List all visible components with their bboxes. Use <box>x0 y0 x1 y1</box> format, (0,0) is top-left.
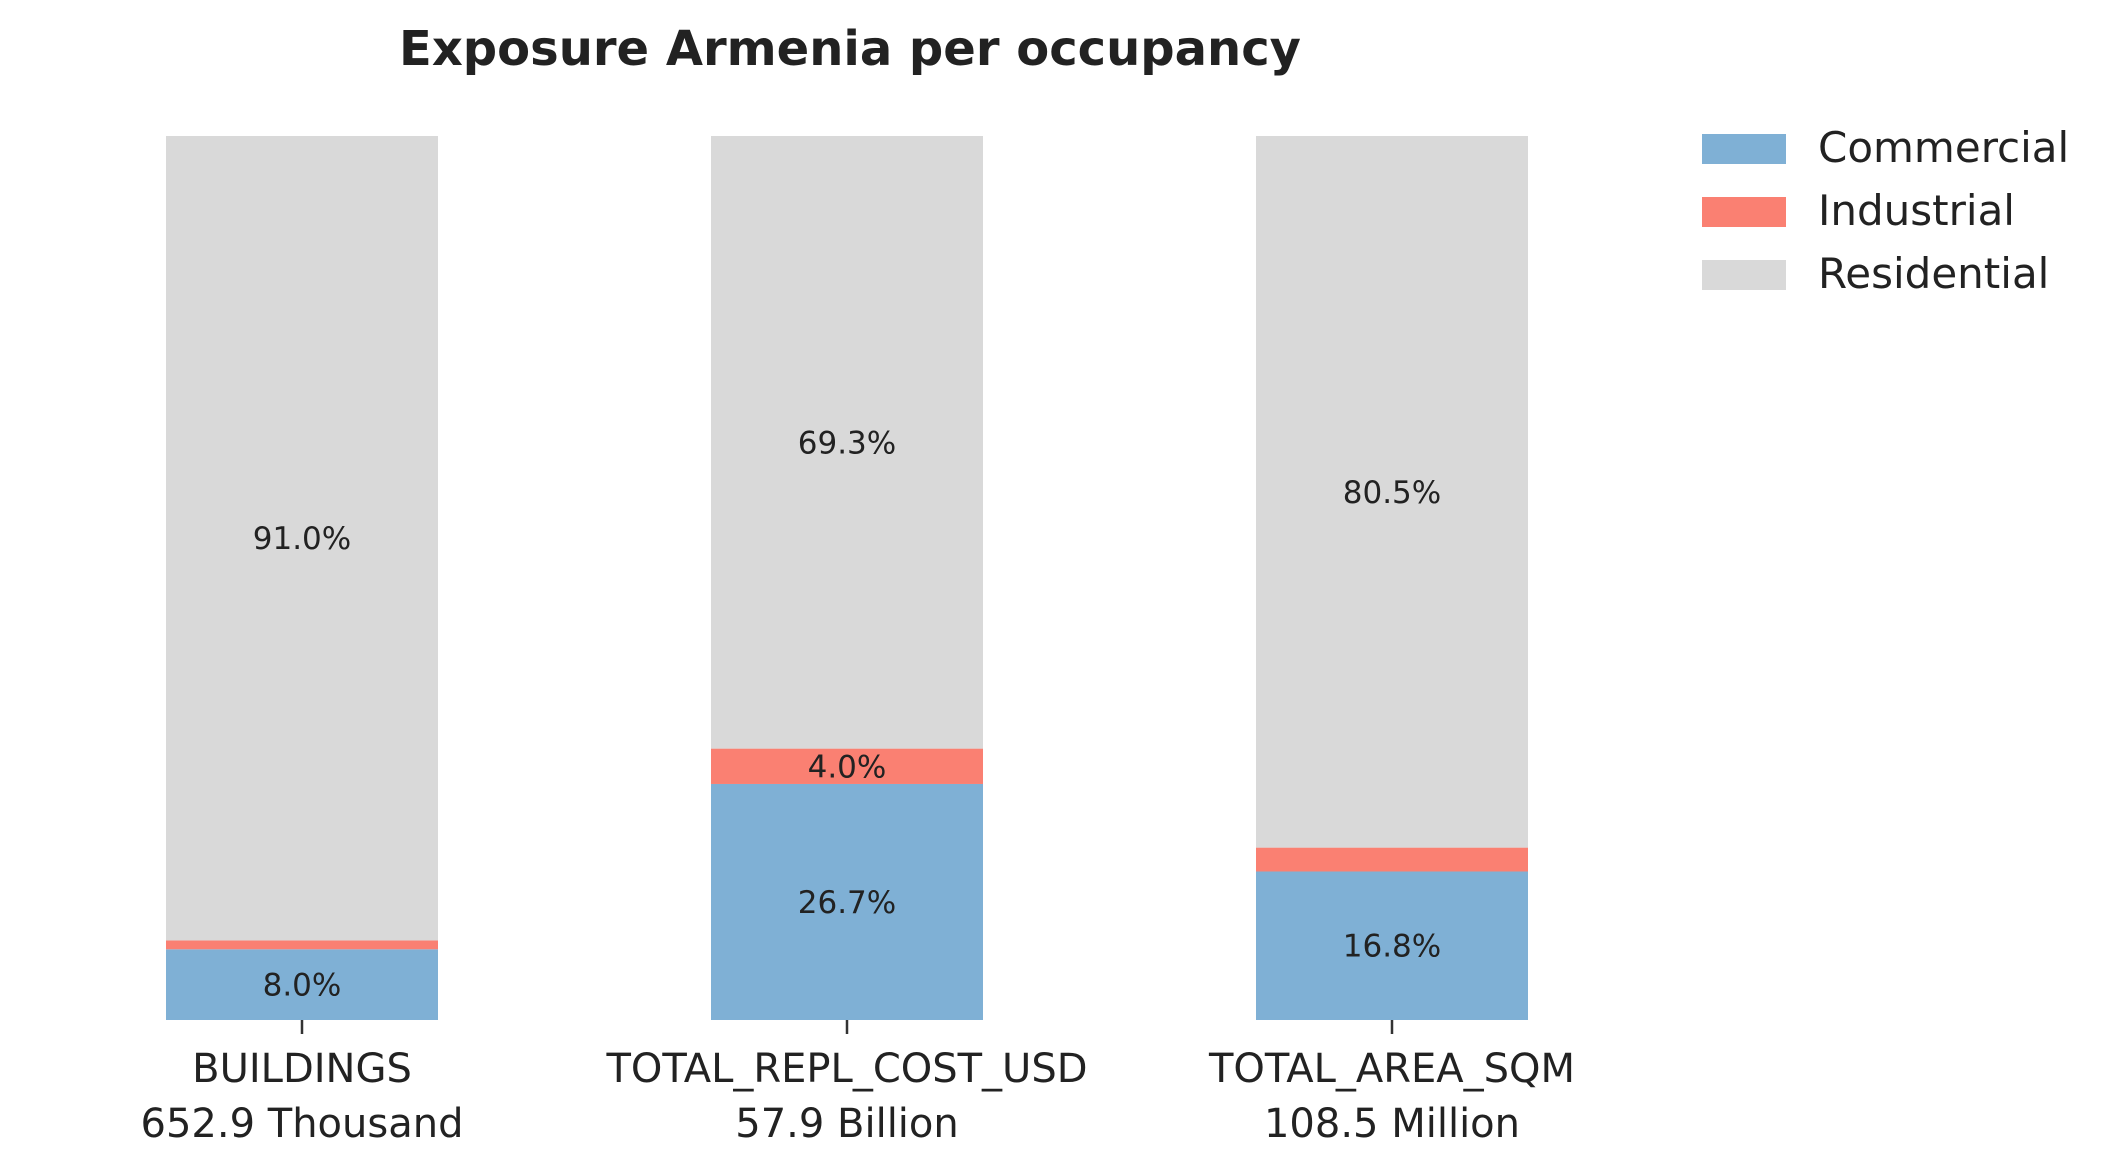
value-label-industrial-total_repl_cost_usd: 4.0% <box>808 749 887 785</box>
value-label-commercial-total_repl_cost_usd: 26.7% <box>798 885 896 921</box>
bar-residential-total_area_sqm <box>1256 136 1528 848</box>
x-tick-label: TOTAL_AREA_SQM <box>1208 1046 1575 1092</box>
legend-label-commercial: Commercial <box>1818 123 2069 172</box>
legend-swatch-commercial <box>1702 134 1786 164</box>
bars-group <box>166 136 1528 1020</box>
legend: Commercial Industrial Residential <box>1702 123 2069 298</box>
bar-commercial-total_repl_cost_usd <box>711 783 983 1020</box>
chart-title: Exposure Armenia per occupancy <box>399 21 1301 77</box>
bar-commercial-buildings <box>166 949 438 1020</box>
bar-residential-buildings <box>166 136 438 941</box>
value-labels-group: 8.0% 91.0% 26.7% 4.0% 69.3% 16.8% 80.5% <box>253 425 1441 1003</box>
bar-residential-total_repl_cost_usd <box>711 136 983 749</box>
legend-label-residential: Residential <box>1818 249 2049 298</box>
value-label-residential-buildings: 91.0% <box>253 521 351 557</box>
bar-industrial-total_repl_cost_usd <box>711 748 983 784</box>
value-label-commercial-buildings: 8.0% <box>263 968 342 1004</box>
value-label-commercial-total_area_sqm: 16.8% <box>1343 929 1441 965</box>
x-tick-total: 57.9 Billion <box>735 1101 959 1147</box>
x-tick-total: 652.9 Thousand <box>141 1101 464 1147</box>
value-label-residential-total_repl_cost_usd: 69.3% <box>798 425 896 461</box>
bar-industrial-buildings <box>166 940 438 950</box>
x-tick-total: 108.5 Million <box>1264 1101 1520 1147</box>
legend-swatch-residential <box>1702 260 1786 290</box>
bar-industrial-total_area_sqm <box>1256 847 1528 872</box>
x-axis: BUILDINGS 652.9 Thousand TOTAL_REPL_COST_U… <box>141 1020 1575 1147</box>
bar-commercial-total_area_sqm <box>1256 871 1528 1020</box>
legend-swatch-industrial <box>1702 197 1786 227</box>
value-label-residential-total_area_sqm: 80.5% <box>1343 475 1441 511</box>
legend-label-industrial: Industrial <box>1818 186 2015 235</box>
x-tick-label: TOTAL_REPL_COST_USD <box>605 1046 1087 1092</box>
x-tick-label: BUILDINGS <box>192 1046 412 1092</box>
